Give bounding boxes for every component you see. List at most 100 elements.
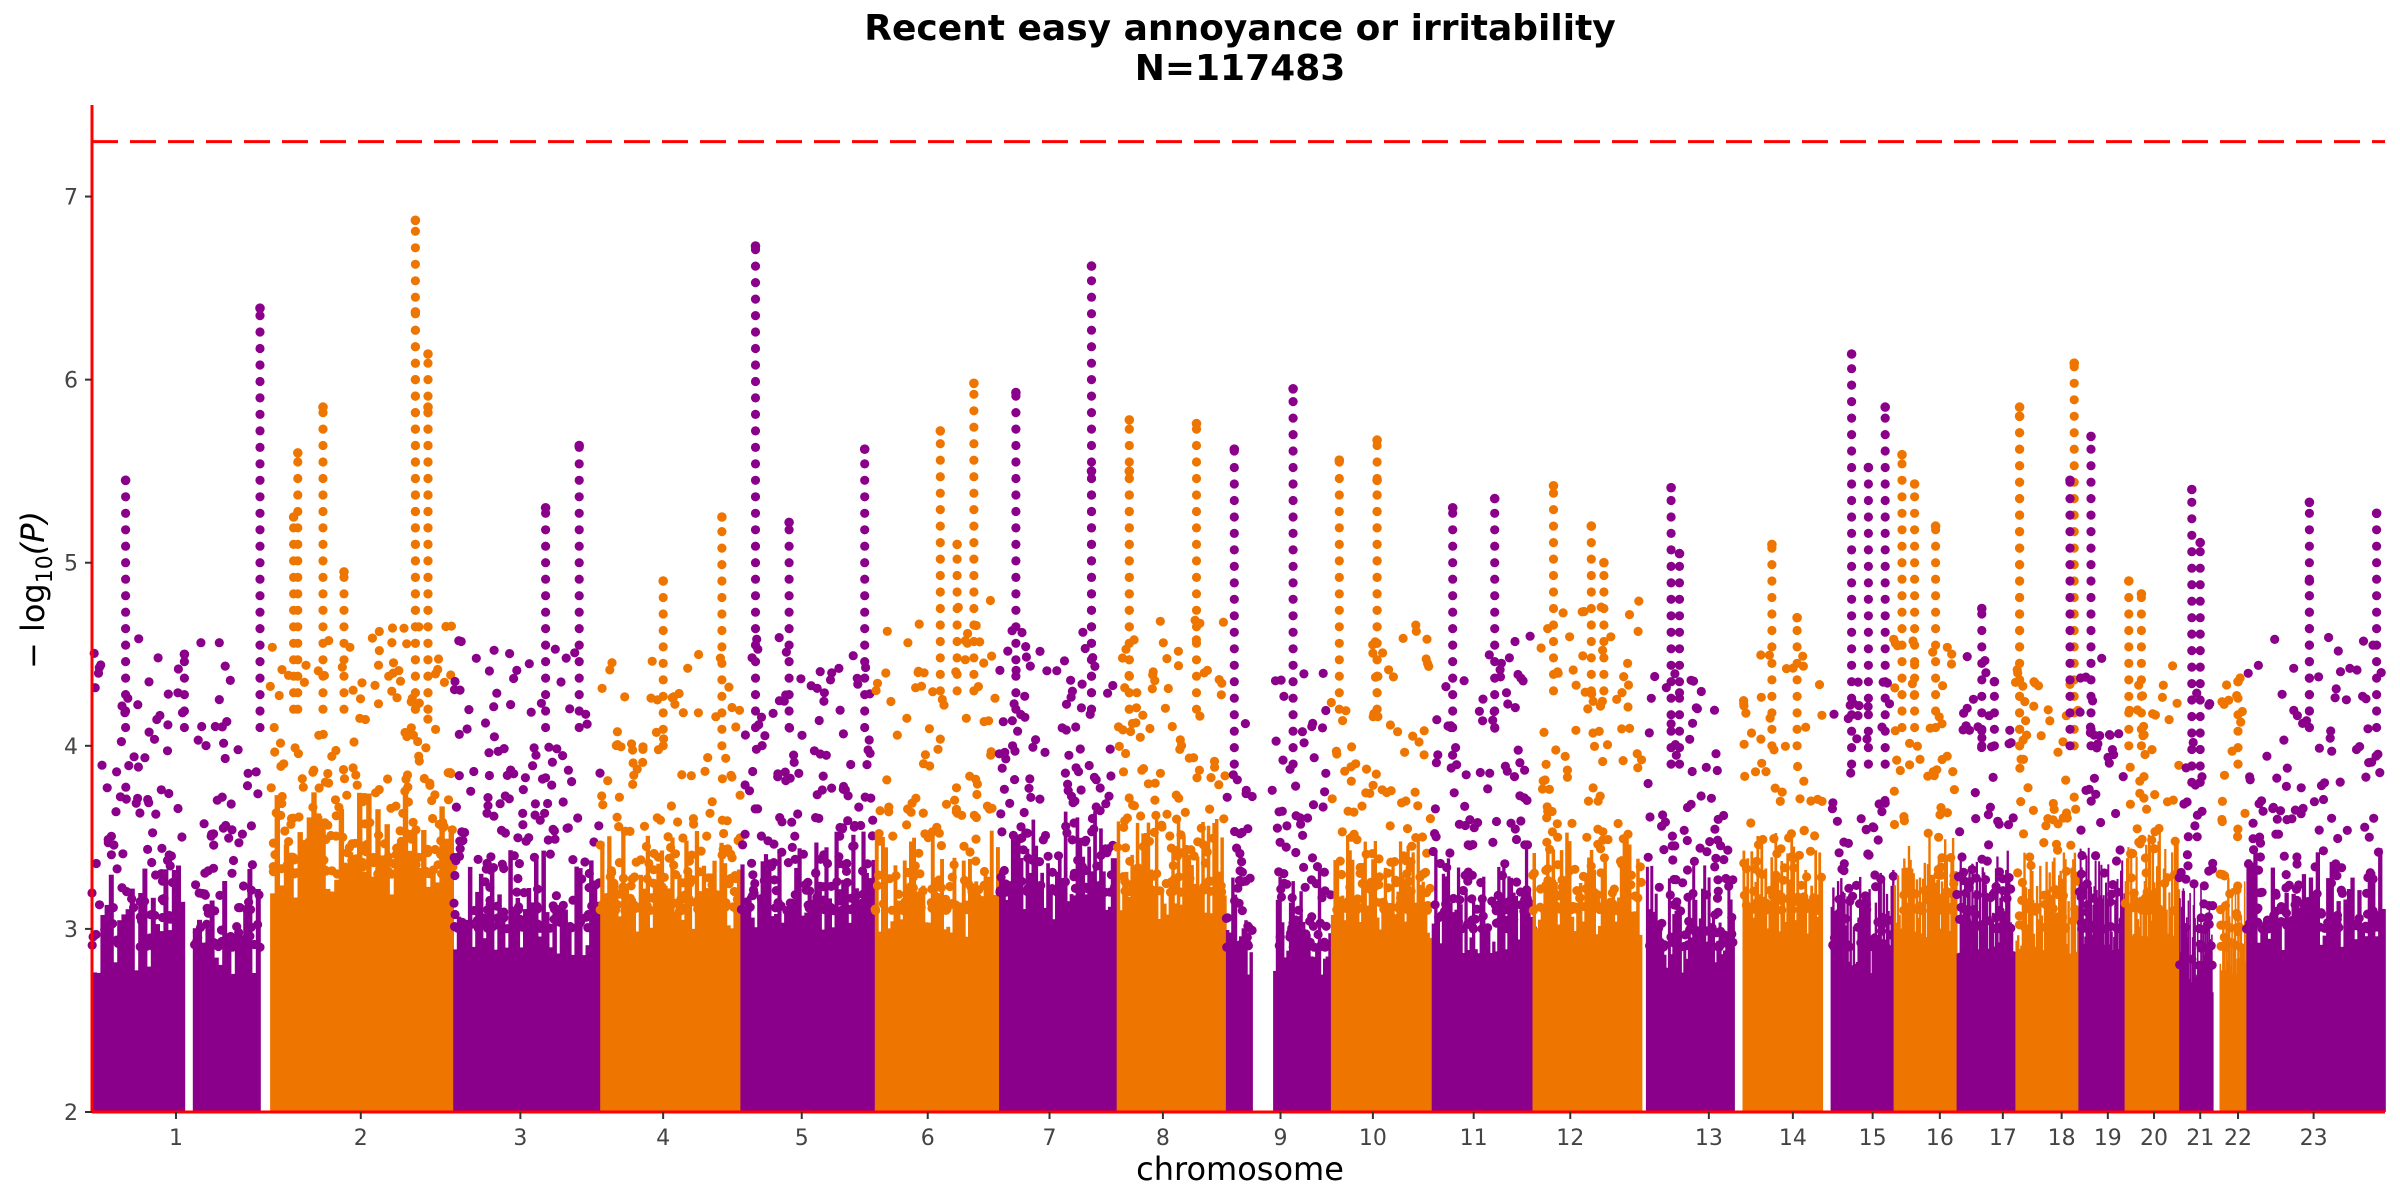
- point: [2253, 660, 2263, 671]
- point: [1372, 589, 1382, 599]
- point-cluster: [329, 891, 335, 1112]
- point: [1728, 937, 1738, 948]
- point: [717, 850, 727, 860]
- point: [1712, 893, 1723, 903]
- point: [935, 636, 945, 647]
- point-cluster: [943, 929, 948, 1112]
- point: [318, 506, 328, 517]
- point: [339, 704, 349, 714]
- point-cluster: [2350, 877, 2355, 1112]
- point: [339, 671, 349, 681]
- point: [935, 538, 945, 548]
- point-cluster: [1424, 913, 1428, 1112]
- point: [1684, 916, 1694, 927]
- point: [2195, 679, 2205, 689]
- point: [1157, 820, 1167, 830]
- point: [1334, 473, 1344, 484]
- point: [1413, 801, 1423, 811]
- point: [1058, 884, 1068, 895]
- point: [1985, 802, 1995, 812]
- point: [2352, 665, 2362, 675]
- point: [860, 508, 870, 518]
- point-cluster: [1848, 961, 1851, 1112]
- point: [2187, 563, 2197, 573]
- point: [1298, 830, 1308, 841]
- point: [1150, 795, 1160, 805]
- point-cluster: [1479, 896, 1483, 1112]
- point: [658, 675, 668, 685]
- point: [1368, 780, 1378, 790]
- point: [1460, 820, 1470, 831]
- point: [1834, 848, 1844, 858]
- point-cluster: [1176, 818, 1181, 1112]
- point: [150, 910, 160, 921]
- point-cluster: [2187, 900, 2190, 1112]
- point-cluster: [2281, 950, 2286, 1112]
- point: [738, 840, 748, 850]
- point: [243, 768, 253, 779]
- point: [2188, 737, 2198, 748]
- point: [2086, 691, 2096, 702]
- point: [255, 558, 265, 568]
- point-cluster: [270, 893, 276, 1112]
- point: [690, 897, 700, 908]
- point-cluster: [2298, 907, 2303, 1112]
- point: [1493, 890, 1503, 901]
- point: [1345, 882, 1355, 892]
- point: [388, 668, 398, 678]
- point: [678, 708, 688, 718]
- point: [255, 311, 265, 321]
- chromosome-10-points: [1326, 435, 1435, 1112]
- point-cluster: [2141, 936, 2144, 1112]
- point: [2233, 927, 2243, 937]
- point: [1030, 882, 1040, 892]
- point: [750, 508, 761, 518]
- point-cluster: [1299, 891, 1303, 1112]
- point: [2150, 710, 2160, 720]
- point-cluster: [1628, 844, 1632, 1112]
- point-cluster: [2134, 908, 2137, 1112]
- point-cluster: [1165, 914, 1170, 1112]
- point: [2093, 739, 2103, 749]
- point-cluster: [2100, 864, 2103, 1112]
- point-cluster: [1782, 893, 1786, 1112]
- point-cluster: [811, 900, 816, 1112]
- point-cluster: [977, 911, 982, 1112]
- point: [1229, 545, 1239, 555]
- point: [1288, 561, 1298, 572]
- point: [352, 780, 362, 790]
- point: [1288, 743, 1298, 753]
- point: [846, 904, 856, 915]
- point: [2097, 653, 2107, 664]
- point: [1880, 528, 1890, 539]
- point: [2243, 668, 2253, 678]
- point: [2015, 763, 2025, 773]
- point: [1500, 859, 1510, 869]
- point: [2195, 629, 2205, 639]
- point: [121, 574, 131, 584]
- top-hit-point: [2014, 402, 2025, 412]
- point: [2091, 851, 2101, 861]
- point-cluster: [2116, 878, 2119, 1112]
- point: [2187, 514, 2197, 524]
- point-cluster: [1942, 890, 1945, 1112]
- point: [784, 640, 794, 650]
- point: [748, 870, 758, 880]
- point: [1989, 708, 1999, 718]
- point: [2255, 852, 2265, 862]
- point: [293, 655, 303, 665]
- point: [1361, 764, 1372, 774]
- point: [2065, 560, 2075, 570]
- point: [756, 712, 767, 722]
- point: [2107, 745, 2117, 755]
- point: [2065, 494, 2075, 504]
- point: [809, 746, 820, 756]
- point-cluster: [1373, 841, 1377, 1112]
- point: [1964, 882, 1974, 893]
- point-cluster: [222, 881, 228, 1112]
- point: [850, 820, 860, 831]
- point: [541, 525, 551, 535]
- point-cluster: [844, 883, 849, 1112]
- point: [1105, 744, 1115, 754]
- point-cluster: [1494, 951, 1498, 1112]
